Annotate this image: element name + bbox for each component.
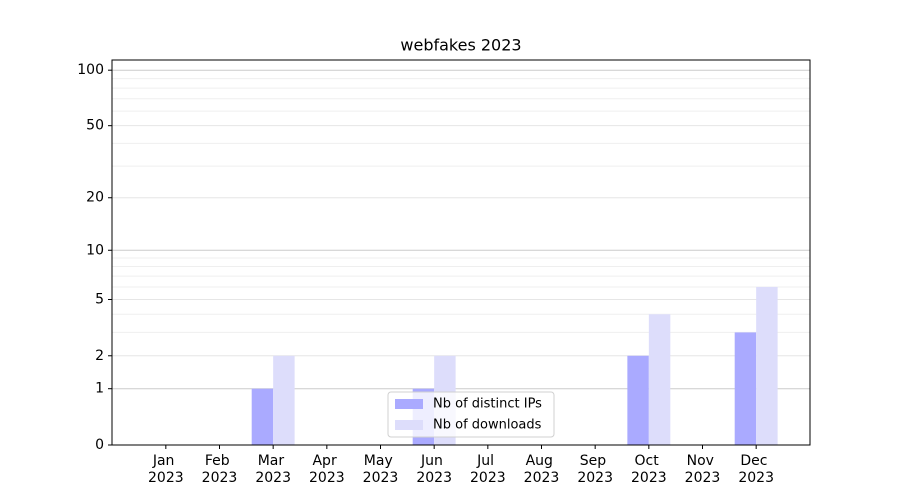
x-tick-label: Aug 2023 (524, 453, 560, 486)
bar (756, 286, 778, 445)
legend-box (387, 391, 555, 438)
x-tick-label: Jul 2023 (470, 453, 506, 486)
x-tick-label: Dec 2023 (738, 453, 774, 486)
legend-swatch (395, 420, 423, 430)
x-tick-label: Jan 2023 (148, 453, 184, 486)
legend-label: Nb of distinct IPs (433, 397, 542, 412)
x-tick-label: Apr 2023 (309, 453, 345, 486)
y-tick-label: 20 (86, 190, 104, 206)
plot-frame (111, 59, 811, 446)
bar (251, 388, 274, 445)
bar (273, 355, 295, 445)
bar (627, 355, 649, 445)
x-tick-label: Oct 2023 (631, 453, 667, 486)
x-tick-label: Mar 2023 (255, 453, 291, 486)
y-tick-label: 2 (95, 348, 104, 364)
x-tick-label: Feb 2023 (202, 453, 238, 486)
bar (648, 314, 671, 445)
bar (734, 332, 757, 445)
chart-title: webfakes 2023 (400, 36, 521, 55)
x-tick-label: Jun 2023 (416, 453, 452, 486)
y-tick-label: 0 (95, 437, 104, 453)
legend-swatch (395, 399, 423, 409)
y-tick-label: 5 (95, 291, 104, 307)
x-tick-label: May 2023 (363, 453, 399, 486)
y-tick-label: 50 (86, 118, 104, 134)
x-tick-label: Nov 2023 (685, 453, 721, 486)
legend-label: Nb of downloads (433, 418, 542, 433)
x-tick-label: Sep 2023 (577, 453, 613, 486)
y-tick-label: 10 (86, 242, 104, 258)
legend: Nb of distinct IPs Nb of downloads (387, 391, 555, 438)
y-tick-label: 100 (77, 62, 104, 78)
y-tick-label: 1 (95, 381, 104, 397)
